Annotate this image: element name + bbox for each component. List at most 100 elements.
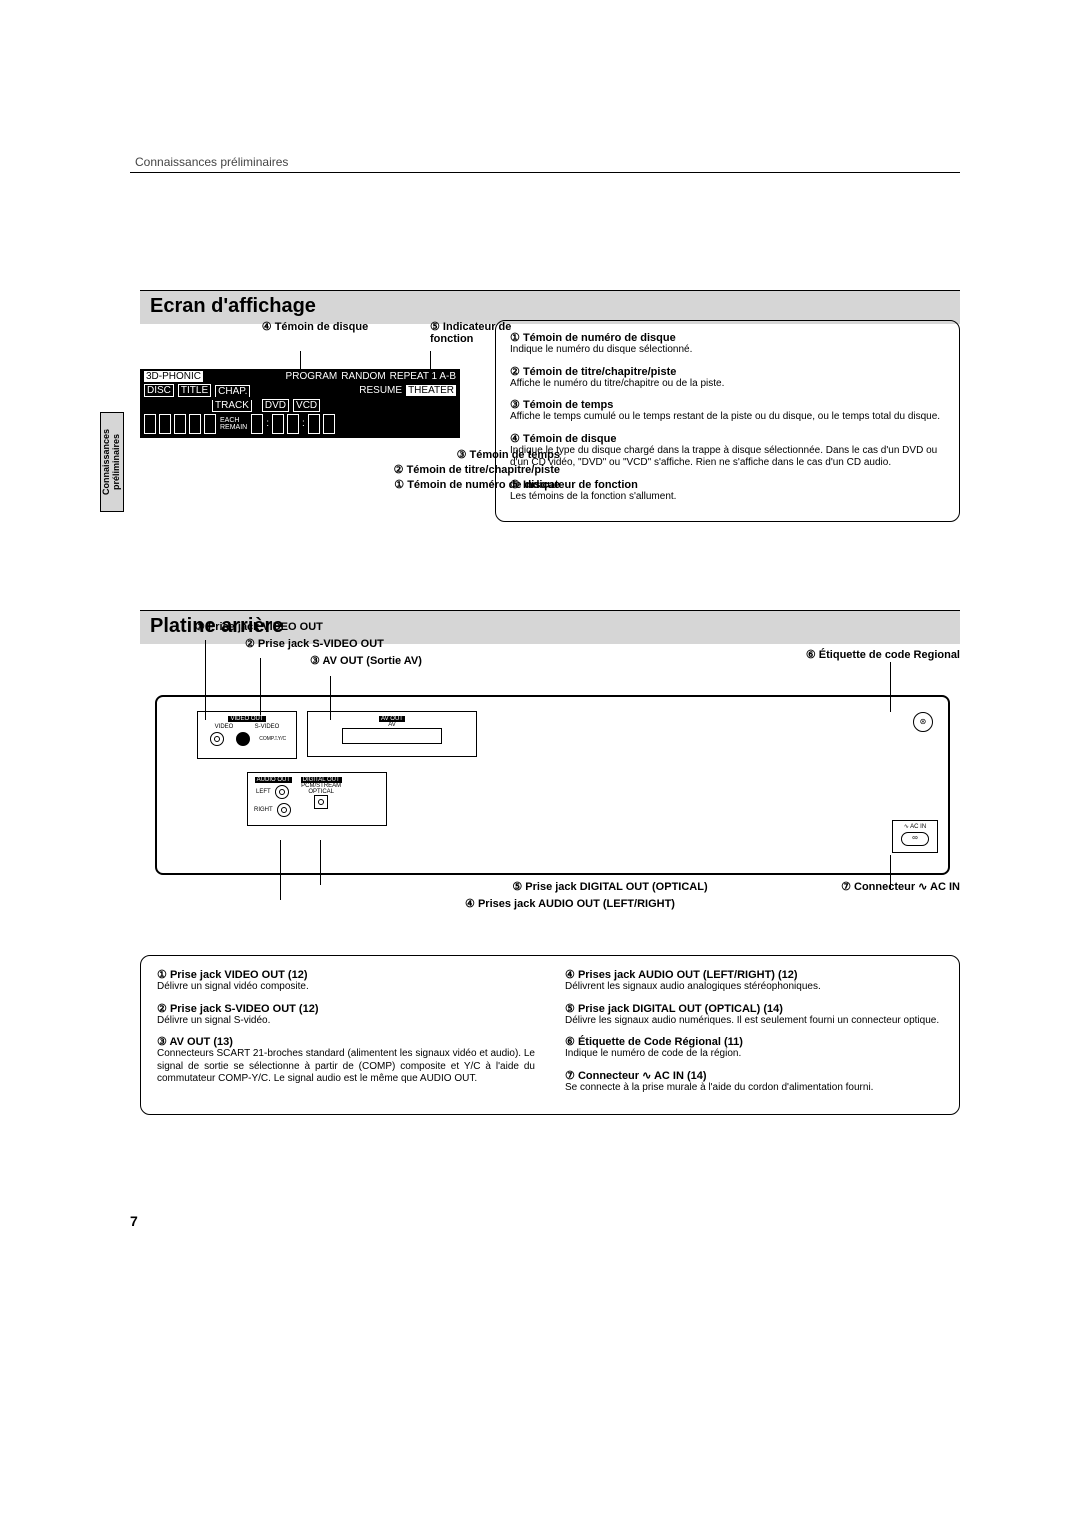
desc-title: Témoin de titre/chapitre/piste — [523, 366, 676, 378]
label-svideo: S-VIDEO — [255, 724, 280, 730]
desc-num: ① — [510, 331, 520, 344]
desc-num: ⑦ — [565, 1069, 575, 1082]
label-video: VIDEO — [215, 724, 234, 730]
desc-title: Prise jack VIDEO OUT (12) — [170, 969, 308, 981]
label-title: TITLE — [178, 384, 211, 397]
display-panel-graphic: 3D-PHONIC PROGRAM RANDOM REPEAT 1 A-B DI… — [140, 369, 460, 438]
desc-num: ⑤ — [565, 1002, 575, 1015]
optical-jack-icon — [314, 795, 328, 809]
side-tab: Connaissances préliminaires — [100, 412, 124, 512]
running-header: Connaissances préliminaires — [135, 155, 288, 169]
audio-left-jack-icon — [275, 785, 289, 799]
desc-body: Affiche le numéro du titre/chapitre ou d… — [510, 378, 945, 391]
label-3dphonic: 3D-PHONIC — [144, 371, 203, 382]
desc-item: ② Prise jack S-VIDEO OUT (12) Délivre un… — [157, 1002, 535, 1028]
svideo-jack-icon — [236, 732, 250, 746]
desc-item: ③ Témoin de temps Affiche le temps cumul… — [510, 398, 945, 424]
desc-body: Délivre les signaux audio numériques. Il… — [565, 1015, 943, 1028]
page: Connaissances préliminaires Connaissance… — [0, 0, 1080, 1529]
desc-body: Indique le numéro du disque sélectionné. — [510, 344, 945, 357]
video-jack-icon — [210, 732, 224, 746]
audio-right-jack-icon — [277, 803, 291, 817]
label-repeat: REPEAT 1 A-B — [390, 371, 456, 382]
callout-b7: ⑦ Connecteur ∿ AC IN — [841, 880, 960, 893]
audio-out-group: AUDIO OUT LEFT RIGHT DIGITAL OUT PCM/STR… — [247, 772, 387, 826]
desc-item: ④ Prises jack AUDIO OUT (LEFT/RIGHT) (12… — [565, 968, 943, 994]
label-track: TRACK — [212, 400, 252, 412]
section-display-title: Ecran d'affichage — [140, 290, 960, 324]
label-resume: RESUME — [359, 385, 402, 396]
label-theater: THEATER — [406, 385, 456, 396]
callout-b4: ④ Prises jack AUDIO OUT (LEFT/RIGHT) — [140, 897, 960, 910]
desc-item: ④ Témoin de disque Indique le type du di… — [510, 432, 945, 470]
desc-col-right: ④ Prises jack AUDIO OUT (LEFT/RIGHT) (12… — [565, 968, 943, 1102]
desc-body: Se connecte à la prise murale à l'aide d… — [565, 1082, 943, 1095]
desc-title: Indicateur de fonction — [523, 479, 638, 491]
display-description-box: ① Témoin de numéro de disque Indique le … — [495, 320, 960, 522]
desc-title: Prise jack S-VIDEO OUT (12) — [170, 1003, 319, 1015]
desc-num: ③ — [510, 398, 520, 411]
label-each: EACH — [220, 417, 247, 424]
desc-num: ④ — [565, 968, 575, 981]
desc-item: ⑦ Connecteur ∿ AC IN (14) Se connecte à … — [565, 1069, 943, 1095]
desc-item: ⑤ Prise jack DIGITAL OUT (OPTICAL) (14) … — [565, 1002, 943, 1028]
desc-body: Indique le type du disque chargé dans la… — [510, 445, 945, 470]
page-number: 7 — [130, 1213, 138, 1229]
av-out-group: AV OUT AV — [307, 711, 477, 757]
desc-num: ③ — [157, 1035, 167, 1048]
back-callouts-top: ① Prise jack VIDEO OUT ② Prise jack S-VI… — [140, 620, 960, 671]
back-panel-graphic: VIDEO OUT VIDEO S-VIDEO COMP⎍Y/C AV OUT … — [155, 695, 950, 875]
label-remain: REMAIN — [220, 424, 247, 431]
desc-num: ① — [157, 968, 167, 981]
regional-code-icon: ⊛ — [913, 712, 933, 732]
seven-seg-time: : : — [251, 414, 335, 434]
side-tab-text: Connaissances préliminaires — [102, 413, 122, 511]
scart-connector-icon — [342, 728, 442, 744]
label-right: RIGHT — [254, 807, 273, 813]
desc-item: ⑥ Étiquette de Code Régional (11) Indiqu… — [565, 1035, 943, 1061]
desc-item: ② Témoin de titre/chapitre/piste Affiche… — [510, 365, 945, 391]
desc-body: Délivre un signal S-vidéo. — [157, 1015, 535, 1028]
callout-4: ④ Témoin de disque — [230, 320, 400, 345]
desc-num: ⑤ — [510, 478, 520, 491]
ac-connector-icon: ∞ — [901, 832, 929, 846]
desc-num: ② — [157, 1002, 167, 1015]
desc-body: Affiche le temps cumulé ou le temps rest… — [510, 411, 945, 424]
desc-item: ① Témoin de numéro de disque Indique le … — [510, 331, 945, 357]
desc-title: Prise jack DIGITAL OUT (OPTICAL) (14) — [578, 1003, 783, 1015]
video-out-group: VIDEO OUT VIDEO S-VIDEO COMP⎍Y/C — [197, 711, 297, 759]
desc-body: Délivrent les signaux audio analogiques … — [565, 981, 943, 994]
desc-title: AV OUT (13) — [170, 1036, 233, 1048]
callout-b5: ⑤ Prise jack DIGITAL OUT (OPTICAL) — [140, 880, 960, 893]
back-callouts-bottom: ⑤ Prise jack DIGITAL OUT (OPTICAL) ④ Pri… — [140, 880, 960, 910]
label-acin: ∿ AC IN — [901, 823, 929, 830]
label-comp: COMP — [259, 736, 274, 742]
desc-title: Étiquette de Code Régional (11) — [578, 1036, 743, 1048]
label-program: PROGRAM — [286, 371, 338, 382]
ac-in-group: ∿ AC IN ∞ — [892, 820, 938, 853]
label-left: LEFT — [256, 789, 271, 795]
desc-num: ⑥ — [565, 1035, 575, 1048]
desc-title: Connecteur ∿ AC IN (14) — [578, 1070, 707, 1082]
label-yc: Y/C — [278, 736, 286, 742]
callout-b6: ⑥ Étiquette de code Regional — [806, 648, 960, 661]
desc-item: ③ AV OUT (13) Connecteurs SCART 21-broch… — [157, 1035, 535, 1086]
desc-title: Prises jack AUDIO OUT (LEFT/RIGHT) (12) — [578, 969, 798, 981]
label-disc: DISC — [144, 384, 174, 397]
desc-body: Délivre un signal vidéo composite. — [157, 981, 535, 994]
label-chap: CHAP. — [215, 385, 250, 397]
desc-num: ② — [510, 365, 520, 378]
desc-num: ④ — [510, 432, 520, 445]
desc-title: Témoin de numéro de disque — [523, 332, 676, 344]
desc-body: Connecteurs SCART 21-broches standard (a… — [157, 1048, 535, 1086]
desc-body: Les témoins de la fonction s'allument. — [510, 491, 945, 504]
desc-title: Témoin de disque — [523, 433, 617, 445]
seven-seg-group — [144, 414, 216, 434]
label-video-out: VIDEO OUT — [228, 716, 265, 722]
desc-body: Indique le numéro de code de la région. — [565, 1048, 943, 1061]
header-rule — [130, 172, 960, 173]
desc-item: ⑤ Indicateur de fonction Les témoins de … — [510, 478, 945, 504]
desc-title: Témoin de temps — [523, 399, 613, 411]
label-dvd: DVD — [262, 399, 289, 412]
callout-b1: ① Prise jack VIDEO OUT — [140, 620, 960, 633]
